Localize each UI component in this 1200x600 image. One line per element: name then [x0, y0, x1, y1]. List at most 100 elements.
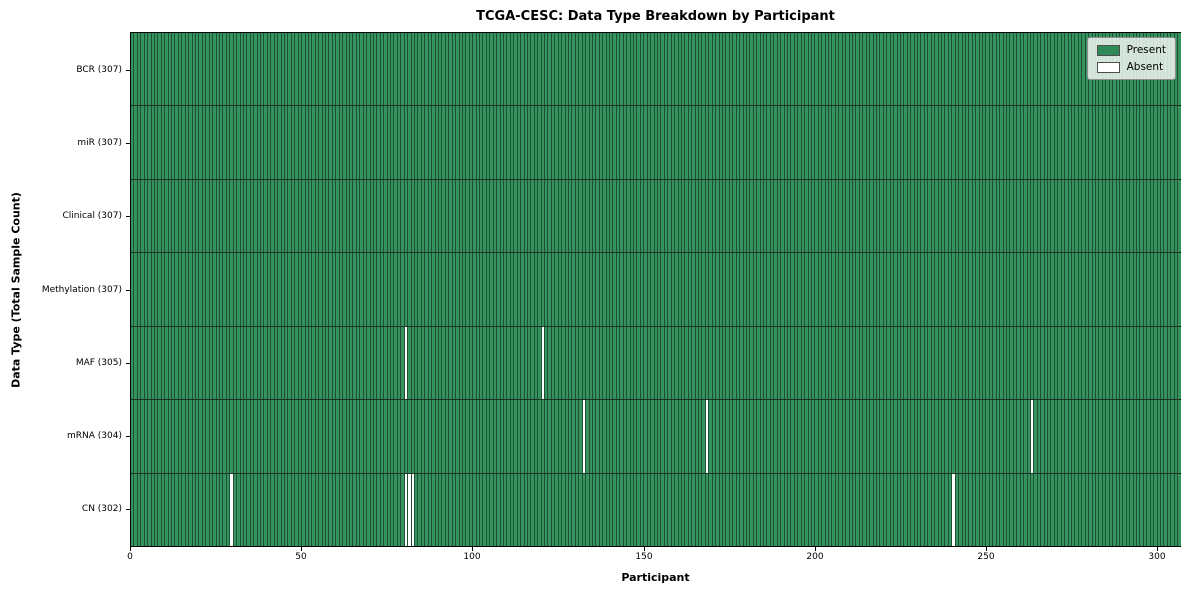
participant-cell [602, 179, 606, 253]
participant-cell [841, 473, 846, 546]
participant-cell [828, 326, 832, 400]
participant-cell [773, 400, 777, 473]
participant-cell [999, 253, 1003, 326]
participant-cell [917, 33, 921, 106]
participant-cell [393, 106, 397, 179]
participant-cell [516, 106, 521, 179]
participant-cell [1146, 179, 1150, 253]
participant-cell [810, 179, 815, 253]
participant-cell [215, 400, 219, 473]
participant-cell [684, 179, 688, 253]
participant-cell [342, 33, 346, 106]
participant-cell [287, 473, 291, 546]
participant-cell [1012, 253, 1017, 326]
participant-cell [1149, 326, 1154, 400]
participant-cell [131, 33, 134, 106]
participant-cell [1016, 473, 1020, 546]
y-tick-mark [126, 143, 130, 144]
participant-cell [1149, 106, 1154, 179]
participant-cell [314, 400, 319, 473]
participant-cell [1177, 400, 1181, 473]
participant-cell [431, 326, 435, 400]
participant-cell [270, 253, 274, 326]
participant-cell [297, 473, 302, 546]
participant-cell [273, 179, 278, 253]
participant-cell [845, 253, 849, 326]
participant-cell [499, 473, 503, 546]
participant-cell [756, 473, 760, 546]
participant-cell [609, 179, 613, 253]
participant-cell [318, 400, 322, 473]
participant-cell [568, 326, 572, 400]
participant-cell [869, 473, 873, 546]
participant-cell [745, 179, 750, 253]
participant-cell [636, 106, 640, 179]
participant-cell [893, 326, 897, 400]
participant-cell [927, 473, 931, 546]
participant-cell [698, 253, 702, 326]
participant-cell [619, 253, 623, 326]
participant-cell [653, 253, 657, 326]
participant-cell [831, 400, 835, 473]
participant-cell [944, 400, 948, 473]
participant-cell [721, 33, 726, 106]
participant-cell [468, 326, 473, 400]
participant-cell [1002, 473, 1006, 546]
participant-cell [639, 179, 644, 253]
participant-cell [246, 179, 250, 253]
participant-cell [167, 400, 172, 473]
participant-cell [619, 179, 623, 253]
participant-cell [297, 253, 302, 326]
participant-cell [410, 400, 415, 473]
participant-cell [407, 33, 411, 106]
participant-cell [968, 33, 972, 106]
participant-cell [431, 473, 435, 546]
participant-cell [896, 400, 900, 473]
participant-cell [441, 400, 445, 473]
participant-cell [923, 33, 928, 106]
participant-cell [1136, 106, 1140, 179]
participant-cell [742, 473, 746, 546]
participant-cell [694, 400, 699, 473]
participant-cell [492, 106, 497, 179]
participant-cell [745, 33, 750, 106]
participant-cell [1053, 106, 1058, 179]
participant-cell [544, 33, 548, 106]
participant-cell [698, 33, 702, 106]
participant-cell [547, 33, 551, 106]
participant-cell [561, 473, 565, 546]
participant-cell [150, 326, 154, 400]
participant-cell [622, 400, 627, 473]
participant-cell [242, 179, 247, 253]
participant-cell [475, 33, 480, 106]
participant-cell [663, 400, 668, 473]
participant-cell [995, 253, 1000, 326]
participant-cell [735, 106, 740, 179]
participant-cell [653, 400, 657, 473]
participant-cell [595, 473, 599, 546]
participant-cell [1071, 106, 1075, 179]
participant-cell [410, 179, 415, 253]
participant-cell [999, 326, 1003, 400]
participant-cell [499, 253, 503, 326]
participant-cell [869, 326, 873, 400]
participant-cell [650, 33, 654, 106]
participant-cell [940, 253, 945, 326]
participant-cell [797, 326, 801, 400]
participant-cell [677, 106, 681, 179]
participant-cell [875, 400, 880, 473]
participant-cell [834, 106, 839, 179]
participant-cell [650, 253, 654, 326]
y-tick-label: miR (307) [77, 137, 122, 148]
participant-cell [304, 179, 308, 253]
participant-cell [858, 473, 863, 546]
participant-cell [530, 106, 534, 179]
participant-cell [225, 33, 230, 106]
participant-cell [273, 106, 278, 179]
participant-cell [140, 326, 144, 400]
participant-cell [745, 253, 750, 326]
participant-cell [376, 326, 380, 400]
participant-cell [280, 33, 284, 106]
participant-cell [999, 400, 1003, 473]
participant-cell [1053, 326, 1058, 400]
